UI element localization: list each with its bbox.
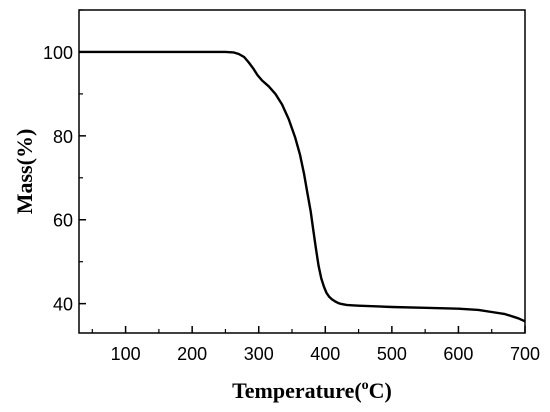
x-tick-label: 600 — [443, 344, 473, 364]
y-axis-title: Mass(%) — [12, 129, 37, 215]
y-tick-label: 40 — [53, 295, 73, 315]
x-tick-label: 100 — [111, 344, 141, 364]
mass-curve — [79, 50, 526, 323]
x-axis-title-superscript: o — [362, 378, 369, 393]
x-axis-title-tail: C) — [369, 378, 392, 403]
x-tick-label: 700 — [510, 344, 540, 364]
plot-frame — [78, 9, 526, 334]
x-tick-label: 200 — [177, 344, 207, 364]
x-tick-label: 300 — [244, 344, 274, 364]
y-tick-label: 60 — [53, 211, 73, 231]
tick-labels: 100 200 300 400 500 600 700 40 60 80 100 — [43, 43, 540, 364]
y-tick-label: 80 — [53, 127, 73, 147]
x-tick-label: 400 — [310, 344, 340, 364]
x-tick-label: 500 — [377, 344, 407, 364]
axis-ticks — [79, 9, 526, 333]
x-axis-title-main: Temperature( — [232, 378, 362, 403]
x-axis-title: Temperature(oC) — [232, 378, 392, 403]
y-tick-label: 100 — [43, 43, 73, 63]
